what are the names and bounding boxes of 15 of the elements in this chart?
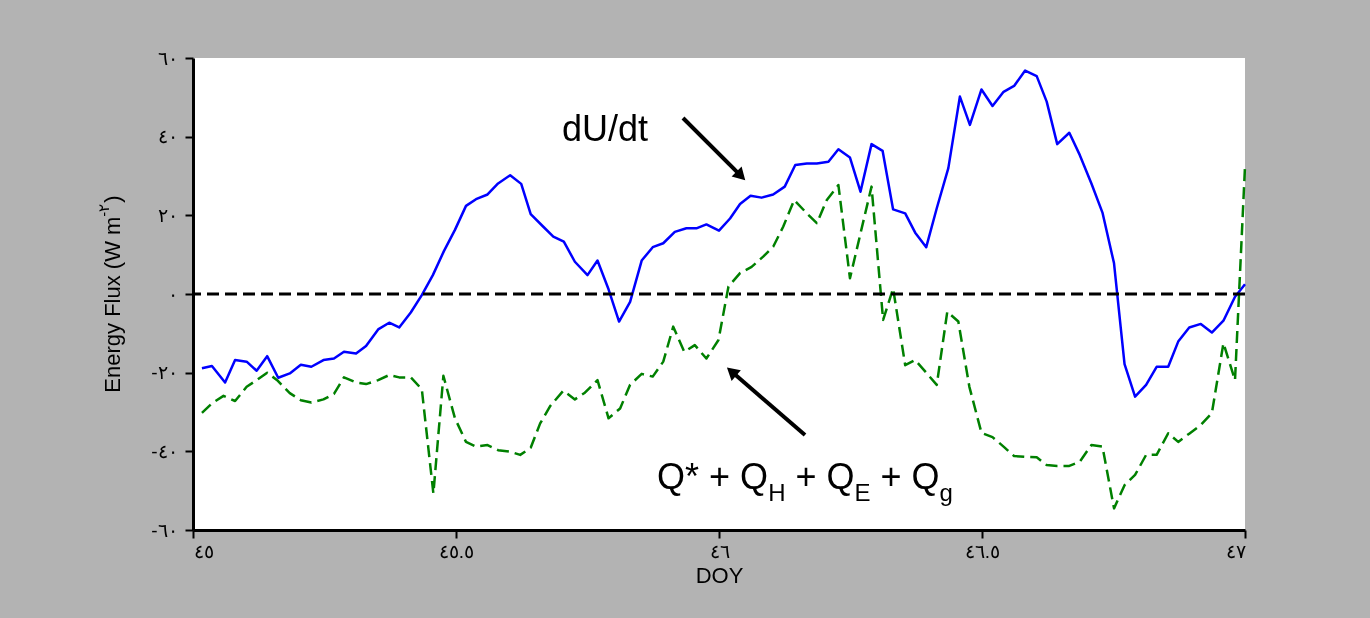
x-axis-title: DOY	[695, 562, 744, 588]
y-tick-label: -٢٠	[151, 362, 178, 384]
x-tick-label: ٤٧	[1225, 540, 1246, 562]
y-tick-label: ٤٠	[157, 126, 178, 148]
y-tick-label: -٤٠	[151, 440, 178, 462]
x-tick-label: ٤٥.٥	[438, 540, 475, 562]
annotation: dU/dt	[561, 108, 649, 149]
line-series	[200, 69, 1247, 398]
x-tick-label: ٤٦	[709, 540, 730, 562]
y-tick-label: ٠	[167, 283, 178, 305]
x-tick-label: ٤٥	[193, 540, 214, 562]
y-tick-label: ٢٠	[157, 204, 178, 226]
y-tick-label: ٦٠	[157, 47, 178, 69]
y-tick-label: -٦٠	[151, 519, 178, 541]
x-tick-label: ٤٦.٥	[964, 540, 1001, 562]
